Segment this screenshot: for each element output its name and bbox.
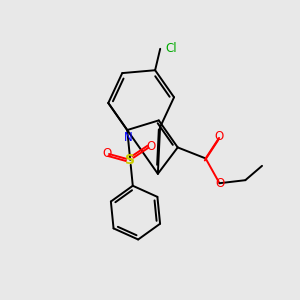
Text: O: O — [146, 140, 155, 153]
Text: N: N — [124, 130, 133, 143]
Text: O: O — [102, 146, 112, 160]
Text: Cl: Cl — [165, 42, 177, 55]
Text: S: S — [125, 153, 135, 167]
Text: O: O — [214, 130, 224, 143]
Text: O: O — [216, 177, 225, 190]
